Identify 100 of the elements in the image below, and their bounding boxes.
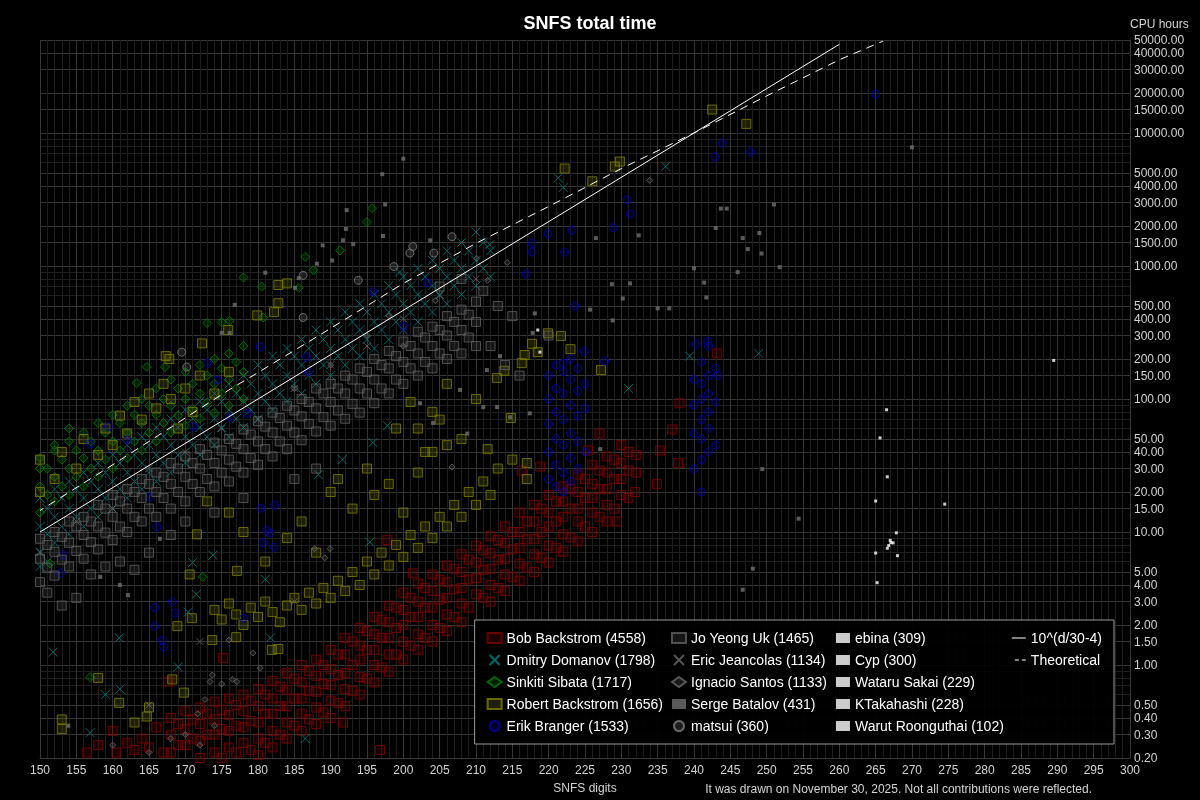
y-tick-label: 15.00 (1134, 501, 1165, 516)
y-tick-label: 3.00 (1134, 594, 1158, 609)
legend-label: Wataru Sakai (229) (854, 674, 976, 690)
point (298, 312, 308, 322)
point (536, 328, 540, 332)
point (167, 735, 175, 743)
legend-label: Sinkiti Sibata (1717) (506, 674, 632, 690)
legend-label: Jo Yeong Uk (1465) (691, 630, 814, 646)
legend-label: ebina (309) (854, 630, 926, 646)
y-tick-label: 1500.00 (1134, 235, 1178, 250)
point (895, 554, 899, 558)
point (182, 362, 192, 372)
y-tick-label: 5000.00 (1134, 166, 1178, 181)
legend-label: 10^(d/30-4) (1030, 630, 1103, 646)
legend-label: Cyp (300) (854, 652, 917, 668)
x-tick-label: 280 (974, 763, 995, 777)
legend-label: Eric Jeancolas (1134) (691, 652, 826, 668)
point (887, 543, 891, 547)
x-tick-label: 175 (211, 763, 232, 777)
legend-label: Theoretical (1030, 652, 1101, 668)
x-axis-title: SNFS digits (553, 781, 617, 795)
y-tick-label: 2.00 (1134, 617, 1158, 632)
y-tick-label: 30000.00 (1134, 62, 1185, 77)
y-tick-label: 3000.00 (1134, 195, 1178, 210)
x-tick-label: 220 (538, 763, 559, 777)
legend-label: matsui (360) (691, 718, 769, 734)
y-axis-title: CPU hours (1130, 17, 1189, 31)
y-tick-label: 4.00 (1134, 577, 1158, 592)
x-tick-label: 155 (66, 763, 87, 777)
legend-label: Robert Backstrom (1656) (506, 696, 664, 712)
x-tick-label: 245 (720, 763, 741, 777)
point (181, 731, 189, 739)
point (249, 649, 257, 657)
y-tick-label: 1.50 (1134, 634, 1158, 649)
chart-title: SNFS total time (523, 13, 657, 33)
point (196, 741, 204, 749)
x-tick-label: 250 (756, 763, 777, 777)
point (201, 696, 209, 704)
point (943, 502, 947, 506)
legend-label: Dmitry Domanov (1798) (506, 652, 656, 668)
x-tick-label: 265 (865, 763, 886, 777)
point (885, 408, 889, 412)
y-tick-label: 500.00 (1134, 299, 1172, 314)
point (874, 551, 878, 555)
x-tick-label: 235 (647, 763, 668, 777)
y-tick-label: 0.40 (1134, 710, 1158, 725)
point (363, 332, 371, 340)
y-tick-label: 2000.00 (1134, 218, 1178, 233)
x-tick-label: 165 (138, 763, 160, 777)
point (353, 275, 363, 285)
point (298, 270, 308, 280)
y-tick-label: 5.00 (1134, 565, 1158, 580)
point (1052, 358, 1056, 362)
y-tick-label: 50.00 (1134, 432, 1165, 447)
y-tick-label: 40000.00 (1134, 45, 1185, 60)
x-tick-label: 200 (393, 763, 414, 777)
point (875, 581, 879, 585)
text: It was drawn on November 30, 2025. Not all contributions were reflected. (705, 782, 1093, 796)
point (229, 675, 237, 683)
point (484, 276, 492, 284)
x-tick-label: 260 (829, 763, 850, 777)
y-tick-label: 20000.00 (1134, 85, 1185, 100)
x-tick-label: 160 (102, 763, 123, 777)
point (218, 680, 226, 688)
legend-label: Serge Batalov (431) (691, 696, 816, 712)
x-tick-label: 180 (247, 763, 269, 777)
point (206, 678, 214, 686)
point (429, 248, 439, 258)
y-tick-label: 4000.00 (1134, 178, 1178, 193)
y-tick-label: 400.00 (1134, 311, 1172, 326)
point (885, 546, 889, 550)
x-tick-label: 185 (284, 763, 305, 777)
point (385, 312, 393, 320)
x-tick-label: 170 (175, 763, 196, 777)
point (646, 176, 654, 184)
legend-label: KTakahashi (228) (854, 696, 964, 712)
point (405, 248, 415, 258)
point (448, 463, 456, 471)
y-tick-label: 1000.00 (1134, 258, 1178, 273)
y-tick-label: 15000.00 (1134, 102, 1185, 117)
x-tick-label: 210 (465, 763, 487, 777)
x-tick-label: 205 (429, 763, 450, 777)
y-tick-label: 100.00 (1134, 392, 1172, 406)
x-tick-label: 290 (1047, 763, 1068, 777)
legend-label: Erik Branger (1533) (506, 718, 629, 734)
x-tick-label: 150 (29, 763, 51, 777)
point (321, 554, 329, 562)
point (145, 464, 153, 473)
point (885, 475, 889, 479)
point (256, 664, 264, 672)
point (233, 678, 241, 686)
y-tick-label: 0.50 (1134, 698, 1158, 713)
y-tick-label: 10000.00 (1134, 125, 1185, 140)
legend-label: Warut Roonguthai (102) (854, 718, 1004, 734)
point (399, 314, 408, 323)
y-tick-label: 300.00 (1134, 328, 1172, 343)
point (194, 710, 202, 718)
x-tick-label: 190 (320, 763, 341, 777)
x-tick-label: 300 (1119, 763, 1141, 777)
point (72, 517, 81, 526)
